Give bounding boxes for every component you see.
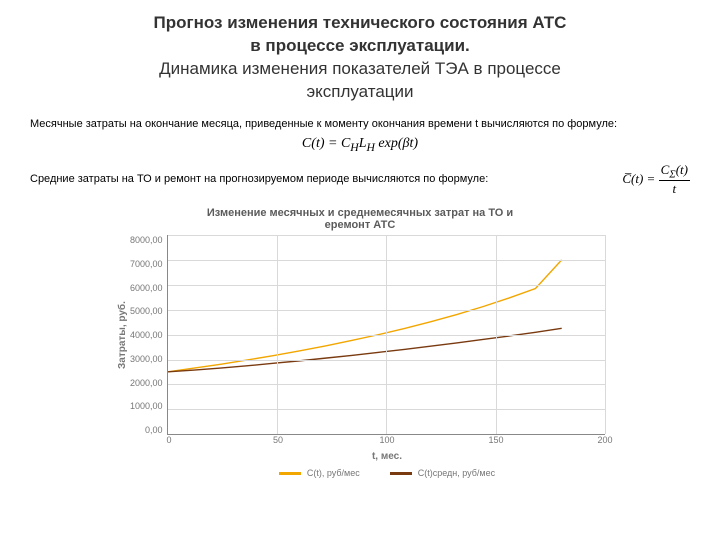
chart-container: Изменение месячных и среднемесячных затр… (115, 207, 605, 478)
formula-2-den: t (659, 181, 690, 197)
paragraph-2-row: Средние затраты на ТО и ремонт на прогно… (0, 158, 720, 204)
plot-area (167, 235, 605, 435)
legend-swatch (279, 472, 301, 475)
x-axis-title: t, мес. (169, 449, 605, 462)
y-axis-title: Затраты, руб. (115, 235, 130, 435)
chart-legend: C(t), руб/мес C(t)средн, руб/мес (169, 462, 605, 478)
formula-1: C(t) = CHLH exp(βt) (0, 132, 720, 158)
title-line4: эксплуатации (60, 81, 660, 104)
title-block: Прогноз изменения технического состояния… (0, 0, 720, 112)
title-line3: Динамика изменения показателей ТЭА в про… (60, 58, 660, 81)
title-line2: в процессе эксплуатации. (60, 35, 660, 58)
chart-title: Изменение месячных и среднемесячных затр… (115, 207, 605, 235)
paragraph-2: Средние затраты на ТО и ремонт на прогно… (30, 173, 622, 185)
chart-title-line1: Изменение месячных и среднемесячных затр… (207, 207, 513, 219)
chart-title-line2: еремонт АТС (325, 219, 396, 231)
formula-2: C̅(t) = CΣ(t) t (622, 162, 690, 198)
legend-label: C(t), руб/мес (307, 468, 360, 478)
formula-2-num: CΣ(t) (659, 162, 690, 182)
x-axis-labels: 050100150200 (169, 435, 605, 449)
legend-item: C(t), руб/мес (279, 468, 360, 478)
y-axis-labels: 8000,007000,006000,005000,004000,003000,… (130, 235, 167, 435)
paragraph-1: Месячные затраты на окончание месяца, пр… (0, 112, 720, 132)
formula-1-text: C(t) = CHLH exp(βt) (302, 136, 418, 151)
legend-swatch (390, 472, 412, 475)
title-line1: Прогноз изменения технического состояния… (60, 12, 660, 35)
legend-item: C(t)средн, руб/мес (390, 468, 495, 478)
legend-label: C(t)средн, руб/мес (418, 468, 495, 478)
